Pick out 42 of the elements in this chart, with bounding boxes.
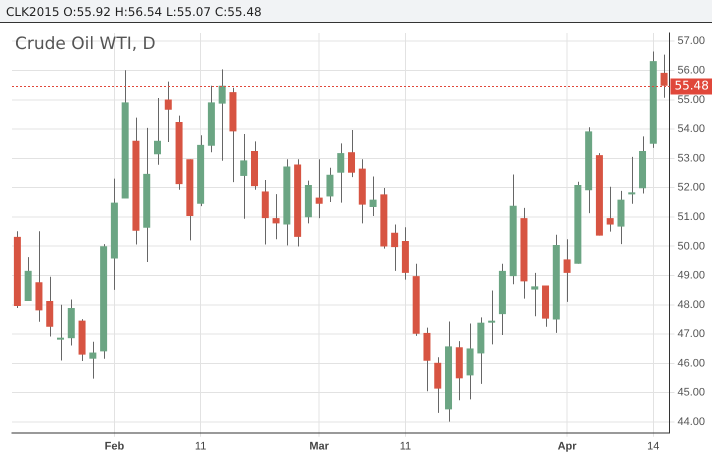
candlestick — [628, 156, 636, 204]
chart-subtitle: CLK2015 O:55.92 H:56.54 L:55.07 C:55.48 — [6, 5, 262, 19]
candlestick — [57, 304, 64, 361]
candlestick — [660, 54, 668, 98]
candlestick — [488, 290, 496, 345]
candlestick — [240, 134, 248, 220]
y-tick-label: 51.00 — [677, 210, 706, 223]
x-tick-label: Apr — [558, 440, 578, 452]
y-tick-label: 49.00 — [677, 270, 706, 282]
x-tick-label: Mar — [309, 440, 330, 452]
candlestick — [218, 68, 226, 162]
y-tick-label: 57.00 — [677, 35, 706, 48]
y-tick-label: 52.00 — [677, 182, 706, 194]
candlestick — [272, 194, 280, 240]
y-tick-label: 56.00 — [677, 64, 706, 77]
candlestick — [370, 176, 377, 217]
y-tick-label: 50.00 — [677, 240, 706, 252]
candlestick — [391, 224, 398, 272]
candlestick — [89, 341, 96, 380]
candlestick — [326, 167, 334, 202]
candlestick — [316, 158, 323, 219]
candlestick — [606, 186, 614, 232]
candlestick — [564, 238, 571, 302]
x-tick-label: 11 — [194, 440, 206, 452]
y-tick-label: 55.00 — [677, 94, 706, 106]
y-tick-label: 53.00 — [677, 152, 706, 164]
x-tick-label: 11 — [400, 440, 412, 452]
x-tick-label: Feb — [104, 440, 124, 452]
candlestick — [348, 129, 356, 178]
y-tick-label: 44.00 — [677, 416, 706, 428]
candlestick — [164, 81, 172, 142]
y-tick-label: 47.00 — [677, 328, 706, 340]
candlestick — [337, 142, 344, 204]
ref-line-label: 55.48 — [674, 78, 709, 93]
candlestick — [154, 98, 162, 166]
y-tick-label: 46.00 — [677, 357, 706, 370]
y-tick-label: 54.00 — [677, 123, 706, 136]
chart-title: Crude Oil WTI, D — [15, 34, 156, 54]
y-tick-label: 45.00 — [677, 386, 706, 399]
candlestick — [531, 272, 538, 317]
y-tick-label: 48.00 — [677, 298, 706, 311]
x-tick-label: 14 — [647, 440, 660, 452]
